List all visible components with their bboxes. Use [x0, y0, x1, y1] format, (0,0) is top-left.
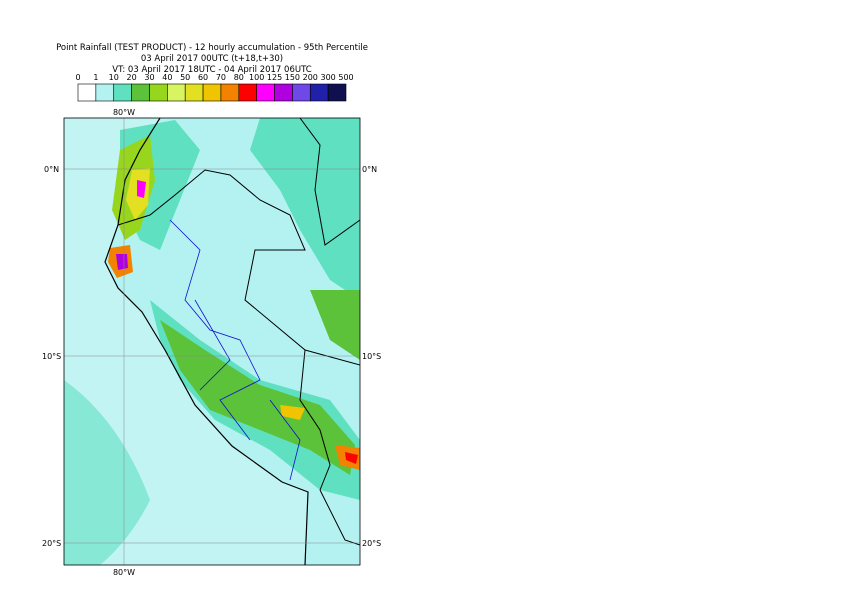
legend-label: 20 [127, 73, 137, 82]
lon-label: 80°W [113, 108, 135, 117]
legend-label: 125 [267, 73, 282, 82]
legend-swatch [113, 83, 132, 102]
legend-label: 200 [303, 73, 318, 82]
legend-label: 40 [162, 73, 172, 82]
legend-swatch [95, 83, 115, 102]
legend-label: 30 [144, 73, 154, 82]
legend-swatch [184, 83, 204, 102]
legend-swatch [292, 83, 311, 102]
legend: 0 1 10 20 30 40 50 60 70 80 100 125 150 200 300 500 [75, 73, 354, 102]
legend-swatch [309, 83, 329, 102]
title: Point Rainfall (TEST PRODUCT) - 12 hourl… [56, 43, 368, 53]
run-time: 03 April 2017 00UTC (t+18,t+30) [141, 54, 283, 64]
legend-swatch [131, 83, 150, 102]
legend-swatch [77, 83, 97, 102]
legend-label: 150 [285, 73, 300, 82]
legend-label: 0 [75, 73, 80, 82]
lat-label: 20°S [42, 539, 61, 548]
lat-label: 10°S [42, 352, 61, 361]
legend-label: 10 [109, 73, 119, 82]
legend-label: 1 [93, 73, 98, 82]
legend-swatch [256, 83, 275, 102]
map-frame [63, 117, 361, 566]
legend-swatch [149, 83, 168, 102]
lat-label: 20°S [362, 539, 381, 548]
legend-label: 300 [320, 73, 335, 82]
legend-swatch [327, 83, 347, 102]
legend-swatch [220, 83, 240, 102]
legend-swatch [274, 83, 293, 102]
legend-label: 60 [198, 73, 208, 82]
legend-swatch [167, 83, 186, 102]
legend-label: 500 [338, 73, 353, 82]
legend-label: 50 [180, 73, 190, 82]
valid-time: VT: 03 April 2017 18UTC - 04 April 2017 … [112, 65, 311, 75]
lon-label: 80°W [113, 568, 135, 577]
legend-label: 80 [234, 73, 244, 82]
lat-label: 0°N [44, 165, 59, 174]
lat-label: 0°N [362, 165, 377, 174]
legend-label: 70 [216, 73, 226, 82]
legend-label: 100 [249, 73, 264, 82]
legend-swatch [202, 83, 222, 102]
legend-swatch [238, 83, 257, 102]
lat-label: 10°S [362, 352, 381, 361]
map [64, 118, 360, 565]
